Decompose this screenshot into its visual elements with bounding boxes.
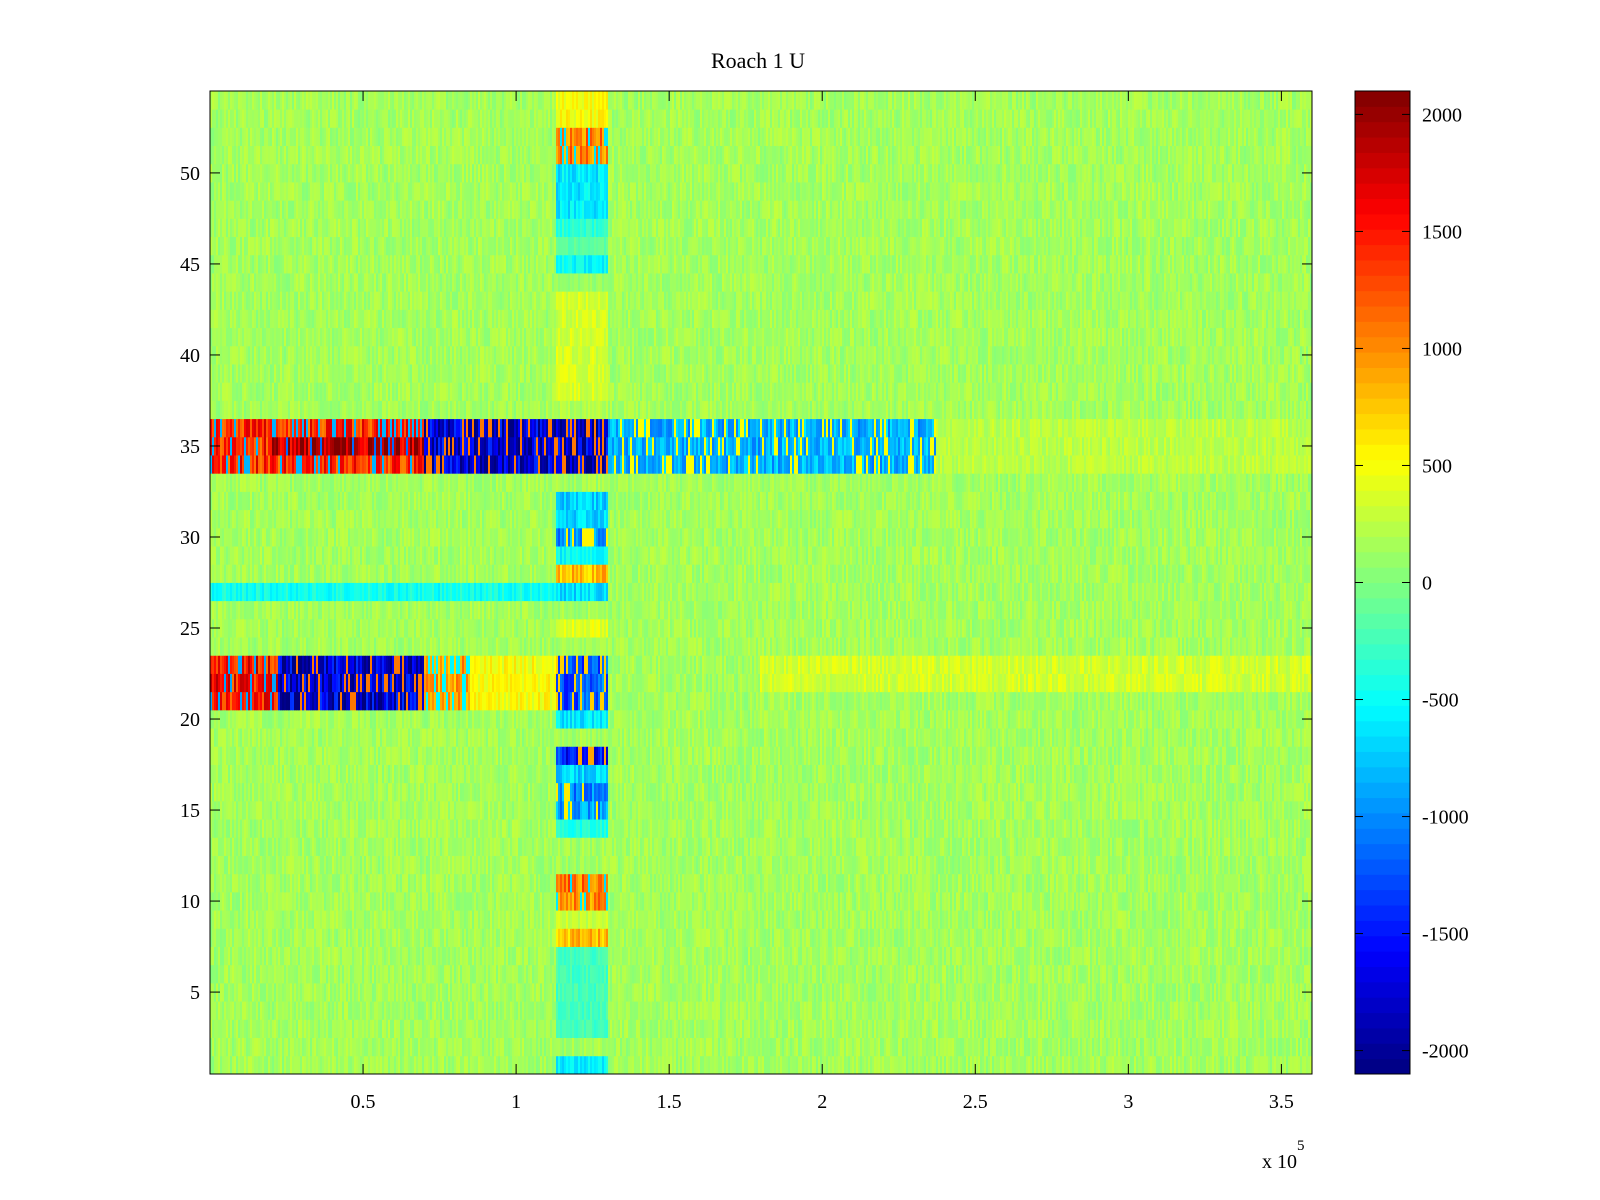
heatmap-row [210,1038,1312,1057]
heatmap-cells [210,91,1312,1074]
heatmap-figure: Roach 1 U 0.5 1 1.5 2 2.5 3 3.5 51015202530354… [0,0,1600,1200]
heatmap-row [210,1019,1312,1038]
heatmap-row [210,1056,1312,1075]
chart-title: Roach 1 U [711,48,805,73]
